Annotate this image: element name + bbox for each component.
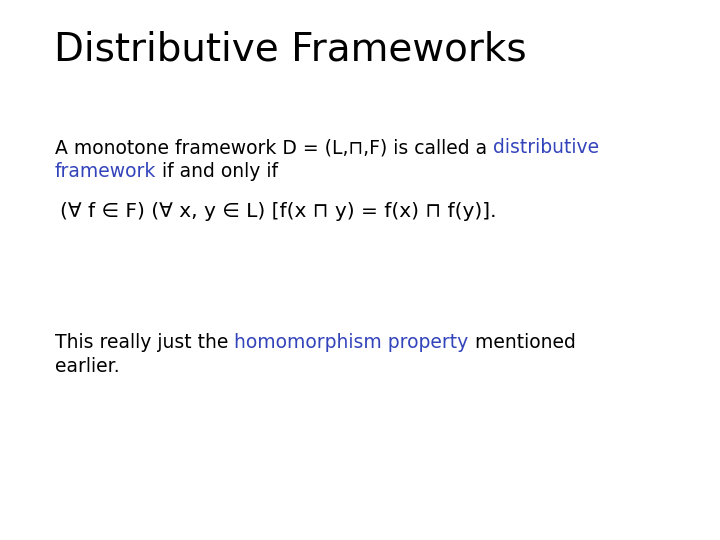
Text: earlier.: earlier. xyxy=(55,357,120,376)
Text: A monotone framework D = (L,⊓,F) is called a: A monotone framework D = (L,⊓,F) is call… xyxy=(55,138,493,157)
Text: Distributive Frameworks: Distributive Frameworks xyxy=(54,31,526,69)
Text: if and only if: if and only if xyxy=(156,162,279,181)
Text: framework: framework xyxy=(55,162,156,181)
Text: mentioned: mentioned xyxy=(469,333,575,352)
Text: distributive: distributive xyxy=(493,138,599,157)
Text: This really just the: This really just the xyxy=(55,333,235,352)
Text: (∀ f ∈ F) (∀ x, y ∈ L) [f(x ⊓ y) = f(x) ⊓ f(y)].: (∀ f ∈ F) (∀ x, y ∈ L) [f(x ⊓ y) = f(x) … xyxy=(60,202,497,221)
Text: homomorphism property: homomorphism property xyxy=(235,333,469,352)
